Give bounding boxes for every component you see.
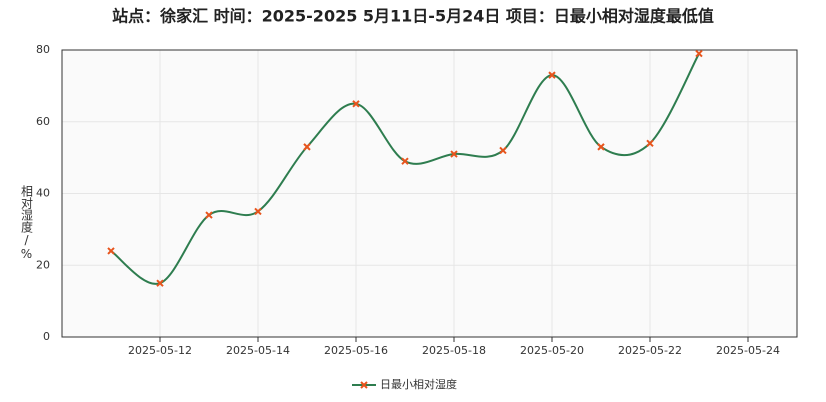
- x-tick-label: 2025-05-12: [128, 344, 192, 357]
- x-tick-label: 2025-05-20: [520, 344, 584, 357]
- legend-label: 日最小相对湿度: [380, 377, 457, 391]
- marker: [107, 247, 115, 255]
- legend-marker: [360, 381, 368, 389]
- x-tick-label: 2025-05-24: [716, 344, 780, 357]
- marker: [597, 143, 605, 151]
- y-tick-label: 40: [36, 187, 50, 200]
- marker: [205, 211, 213, 219]
- marker: [352, 100, 360, 108]
- chart-title: 站点：徐家汇 时间：2025-2025 5月11日-5月24日 项目：日最小相对…: [112, 7, 714, 26]
- x-tick-label: 2025-05-22: [618, 344, 682, 357]
- y-tick-label: 20: [36, 258, 50, 271]
- x-tick-label: 2025-05-18: [422, 344, 486, 357]
- x-tick-label: 2025-05-16: [324, 344, 388, 357]
- y-axis-label: 相对湿度/%: [20, 185, 34, 261]
- marker: [254, 207, 262, 216]
- plot-frame: [61, 49, 798, 338]
- marker: [646, 139, 654, 147]
- marker: [695, 49, 703, 58]
- y-tick-label: 80: [36, 43, 50, 56]
- marker: [303, 143, 311, 151]
- marker: [156, 279, 164, 287]
- x-tick-label: 2025-05-14: [226, 344, 290, 357]
- marker: [499, 146, 507, 155]
- marker: [548, 71, 556, 79]
- marker: [450, 150, 458, 158]
- marker: [401, 157, 409, 165]
- y-tick-label: 0: [43, 330, 50, 343]
- y-tick-label: 60: [36, 115, 50, 128]
